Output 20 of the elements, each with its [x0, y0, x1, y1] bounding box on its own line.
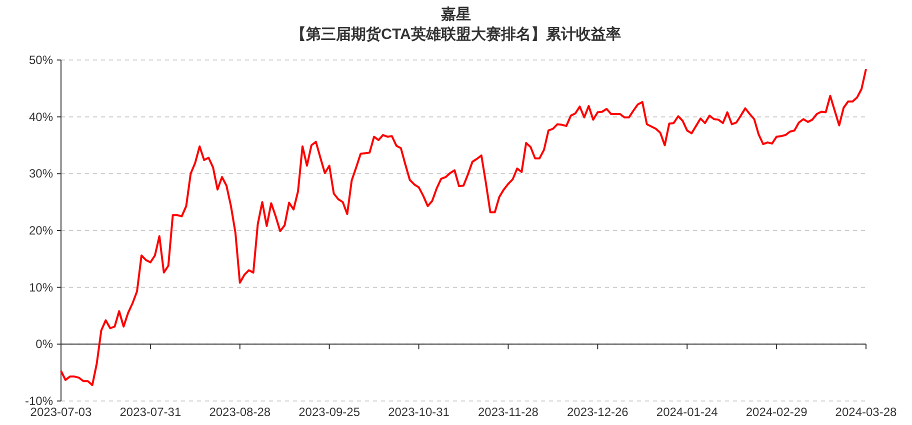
y-tick-label: 20% — [28, 224, 54, 238]
x-tick-label: 2023-10-31 — [388, 405, 450, 419]
x-tick-label: 2023-09-25 — [298, 405, 360, 419]
x-tick-label: 2023-07-03 — [30, 405, 92, 419]
x-tick-label: 2024-01-24 — [656, 405, 718, 419]
chart-title: 嘉星 — [441, 6, 471, 23]
y-tick-label: 10% — [28, 280, 54, 294]
y-tick-label: -10% — [24, 394, 54, 408]
x-tick-label: 2023-11-28 — [478, 405, 539, 419]
x-tick-label: 2023-07-31 — [120, 405, 182, 419]
x-tick-label: 2024-02-29 — [746, 405, 808, 419]
x-tick-label: 2023-12-26 — [566, 405, 629, 419]
x-tick-label: 2024-03-28 — [835, 405, 898, 419]
chart-subtitle: 【第三届期货CTA英雄联盟大赛排名】累计收益率 — [291, 25, 621, 43]
line-series — [60, 68, 867, 386]
y-tick-label: 0% — [36, 337, 54, 352]
y-tick-label: 30% — [28, 166, 54, 181]
y-tick-label: 50% — [28, 53, 54, 67]
y-tick-label: 40% — [28, 110, 54, 124]
x-tick-label: 2023-08-28 — [209, 405, 271, 419]
